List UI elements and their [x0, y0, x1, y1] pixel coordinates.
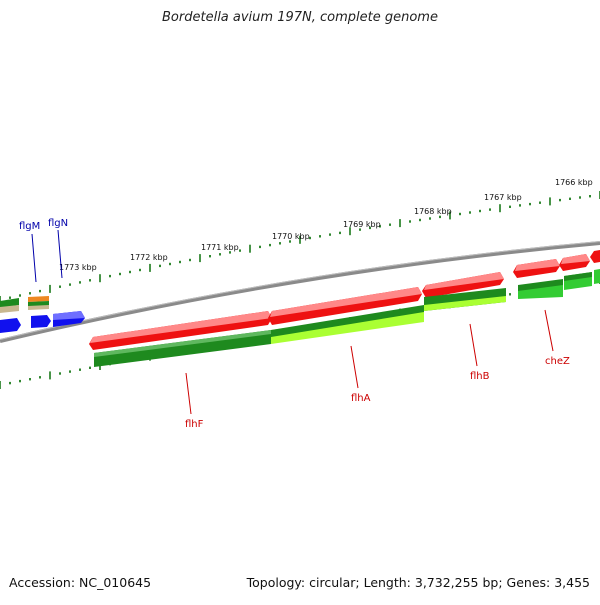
- gene-left-tan[interactable]: [0, 305, 19, 313]
- gene-label-flhF: flhF: [185, 419, 204, 430]
- ruler-label: 1772 kbp: [130, 253, 168, 262]
- ruler-label: 1770 kbp: [272, 232, 310, 241]
- gene-flgM-orange[interactable]: [28, 296, 49, 302]
- gene-label-flhB: flhB: [470, 371, 490, 382]
- gene-green-right-2[interactable]: [594, 269, 600, 284]
- gene-red-5-shade: [561, 254, 590, 264]
- genome-backbone-highlight: [0, 241, 600, 340]
- gene-flgM-tan[interactable]: [28, 305, 49, 310]
- accession-text: Accession: NC_010645: [9, 575, 152, 590]
- reverse-strand-genes: [94, 269, 600, 367]
- gene-flhF-shade: [90, 311, 272, 343]
- ruler-label: 1767 kbp: [484, 193, 522, 202]
- page-title: Bordetella avium 197N, complete genome: [162, 10, 438, 25]
- gene-label-flgM: flgM: [19, 221, 40, 232]
- ruler-label: 1773 kbp: [59, 263, 97, 272]
- ruler-label: 1766 kbp: [555, 178, 593, 187]
- label-pointers: [31, 229, 554, 415]
- gene-red-6[interactable]: [590, 250, 600, 263]
- gene-green-right-1-dark: [564, 272, 592, 281]
- left-genes: [0, 296, 85, 333]
- ruler-ticks-outer: [0, 191, 600, 304]
- flgN-pointer: [57, 229, 63, 279]
- gene-flhB-shade: [424, 272, 504, 290]
- gene-red-4-shade: [515, 259, 560, 271]
- gene-blue-2[interactable]: [31, 315, 51, 328]
- gene-blue-3-shade: [53, 311, 85, 320]
- genome-summary-text: Topology: circular; Length: 3,732,255 bp…: [246, 575, 590, 590]
- gene-cheZ-light[interactable]: [518, 285, 563, 299]
- gene-labels: flhF flhA flhB cheZ flgM flgN: [19, 218, 570, 430]
- gene-flhA-shade: [270, 287, 422, 317]
- ruler-label: 1769 kbp: [343, 220, 381, 229]
- gene-label-flgN: flgN: [48, 218, 68, 229]
- genome-backbone: [0, 241, 600, 343]
- gene-label-cheZ: cheZ: [545, 356, 570, 367]
- gene-label-flhA: flhA: [351, 393, 371, 404]
- flhA-pointer: [350, 345, 359, 389]
- gene-flhF-reverse-shade: [94, 330, 271, 357]
- cheZ-pointer: [544, 309, 554, 352]
- ruler-label: 1768 kbp: [414, 207, 452, 216]
- ruler-label: 1771 kbp: [201, 243, 239, 252]
- gene-green-mid[interactable]: [271, 305, 424, 337]
- ruler-labels: 1773 kbp 1772 kbp 1771 kbp 1770 kbp 1769 kbp…: [59, 178, 593, 272]
- forward-strand-genes: [89, 250, 600, 350]
- flhB-pointer: [469, 323, 478, 367]
- flhF-pointer: [185, 372, 192, 415]
- gene-flhB-rna[interactable]: [424, 296, 506, 311]
- gene-blue-1[interactable]: [0, 318, 21, 333]
- flgM-pointer: [31, 233, 37, 283]
